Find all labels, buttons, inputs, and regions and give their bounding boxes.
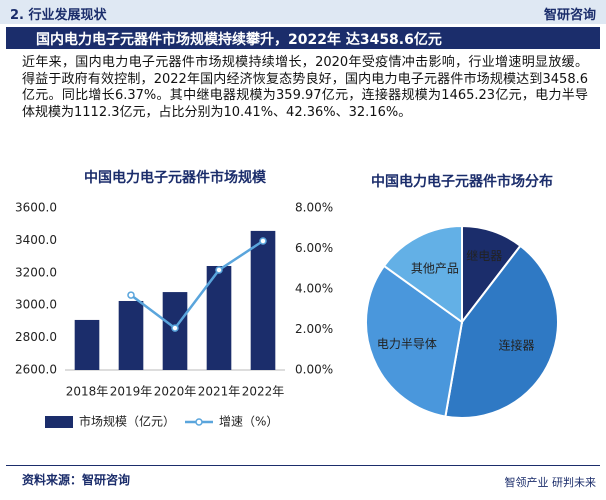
x-tick-label: 2020年 xyxy=(154,385,197,399)
slice-label: 连接器 xyxy=(498,337,534,352)
y-tick-label: 2800.0 xyxy=(15,330,57,344)
legend-swatch xyxy=(45,416,73,428)
paragraph: 近年来，国内电力电子元器件市场规模持续增长，2020年受疫情冲击影响，行业增速明… xyxy=(22,55,588,120)
y2-tick-label: 4.00% xyxy=(295,282,333,296)
slice-label: 其他产品 xyxy=(411,262,459,276)
x-tick-label: 2018年 xyxy=(66,385,109,399)
line-point xyxy=(215,266,223,274)
line-point xyxy=(171,324,179,332)
x-tick-label: 2021年 xyxy=(198,385,241,399)
slice-label: 继电器 xyxy=(466,249,502,263)
legend-label: 市场规模（亿元） xyxy=(79,414,175,429)
charts: 中国电力电子元器件市场规模 中国电力电子元器件市场分布 2600.0 2800.0… xyxy=(15,169,559,429)
top-bar: 2. 行业发展现状 智研咨询 xyxy=(0,0,606,24)
y2-tick-label: 0.00% xyxy=(295,363,333,377)
footer-logo: 智领产业 研判未来 xyxy=(504,476,597,489)
bar xyxy=(250,230,276,370)
title-bar: 国内电力电子元器件市场规模持续攀升，2022年 达3458.6亿元 xyxy=(6,27,600,49)
y2-tick-label: 2.00% xyxy=(295,322,333,336)
x-tick-label: 2019年 xyxy=(110,385,153,399)
pie-slice xyxy=(382,224,463,324)
line-point xyxy=(259,237,267,245)
y-tick-label: 3600.0 xyxy=(15,201,57,215)
footer-line xyxy=(6,465,600,466)
bar xyxy=(206,265,232,370)
y-tick-label: 3200.0 xyxy=(15,265,57,279)
legend-label: 增速（%） xyxy=(219,415,278,429)
bar xyxy=(118,300,144,370)
chart-title: 中国电力电子元器件市场分布 xyxy=(371,173,553,190)
source: 资料来源：智研咨询 xyxy=(22,473,131,487)
section-label: 2. 行业发展现状 xyxy=(10,8,107,23)
bar xyxy=(74,319,100,370)
y2-tick-label: 6.00% xyxy=(295,241,333,255)
pie-slice xyxy=(444,244,559,419)
line-point xyxy=(127,291,135,299)
pie-slice xyxy=(365,264,464,418)
line xyxy=(130,239,264,330)
logo: 智研咨询 xyxy=(543,8,596,23)
slice-label: 电力半导体 xyxy=(377,337,437,351)
page-title: 国内电力电子元器件市场规模持续攀升，2022年 达3458.6亿元 xyxy=(36,32,442,48)
y-tick-label: 2600.0 xyxy=(15,363,57,377)
x-tick-label: 2022年 xyxy=(242,385,285,399)
chart-title: 中国电力电子元器件市场规模 xyxy=(84,169,267,186)
y-tick-label: 3400.0 xyxy=(15,233,57,247)
y-tick-label: 3000.0 xyxy=(15,298,57,312)
y2-tick-label: 8.00% xyxy=(295,201,333,215)
legend-swatch xyxy=(195,418,203,426)
